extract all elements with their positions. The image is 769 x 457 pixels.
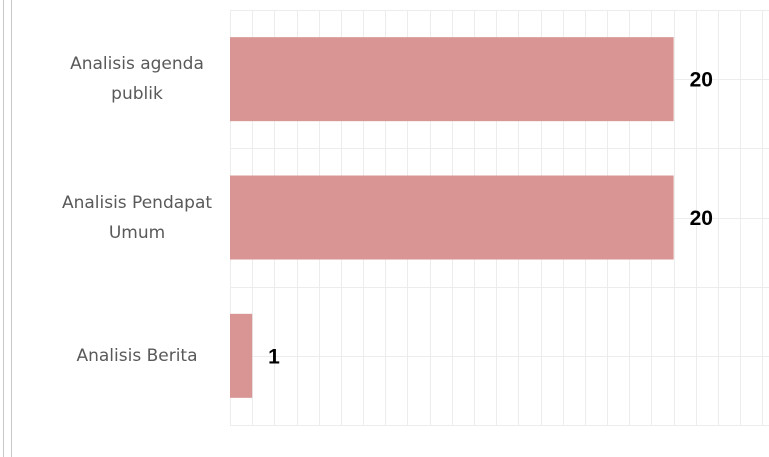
bar [230,37,674,122]
category-label: Analisis agenda publik [70,54,204,105]
bar [230,175,674,260]
data-label: 20 [690,207,713,230]
data-label: 20 [690,69,713,92]
data-label: 1 [268,345,280,368]
bar [230,313,253,398]
category-label: Analisis Berita [76,345,198,366]
category-label: Analisis Pendapat Umum [61,192,213,243]
